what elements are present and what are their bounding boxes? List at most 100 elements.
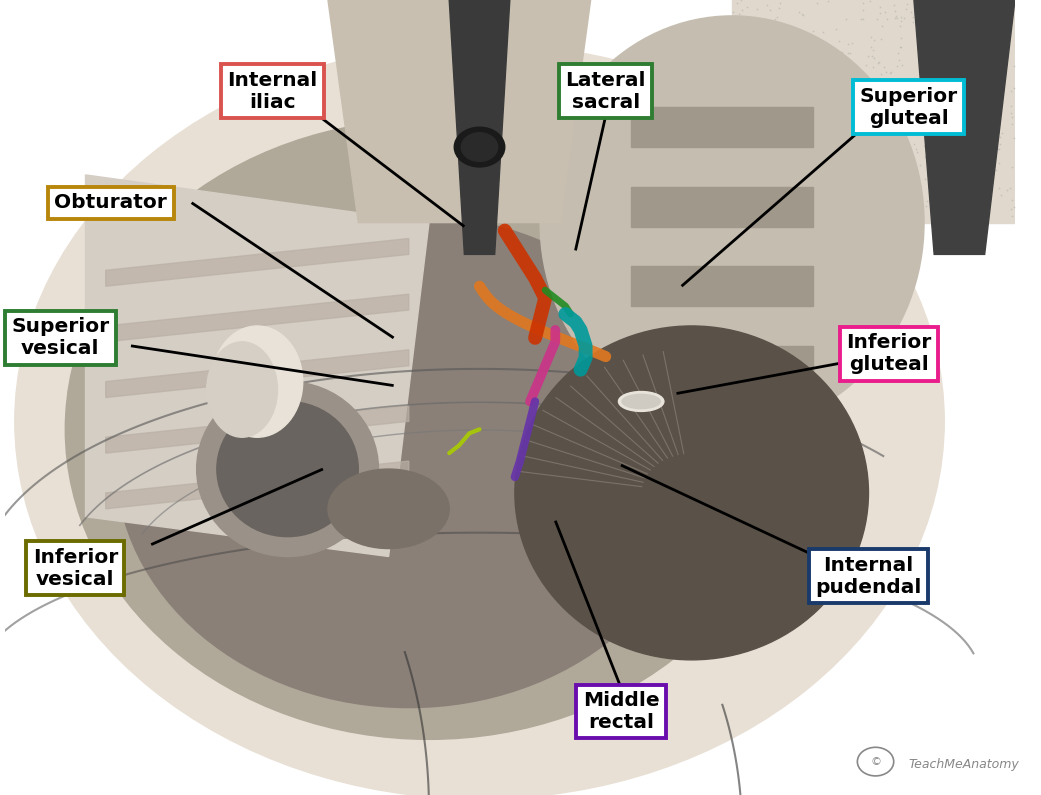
Point — [734, 168, 751, 180]
Point — [855, 0, 871, 10]
Point — [735, 195, 752, 207]
Point — [203, 379, 220, 392]
Point — [823, 114, 840, 127]
Point — [265, 400, 282, 413]
Point — [731, 8, 747, 21]
Point — [849, 198, 866, 211]
Point — [214, 358, 231, 370]
Point — [255, 359, 272, 371]
Point — [210, 398, 227, 410]
Point — [967, 213, 984, 226]
Point — [232, 358, 249, 370]
Point — [645, 188, 662, 201]
Point — [902, 194, 918, 207]
Point — [649, 211, 665, 223]
Point — [747, 357, 764, 370]
Point — [790, 191, 807, 204]
Ellipse shape — [618, 392, 664, 412]
Point — [795, 262, 812, 275]
Point — [789, 288, 806, 301]
Point — [775, 366, 791, 378]
Point — [797, 115, 814, 128]
Point — [710, 288, 727, 301]
Point — [995, 36, 1012, 48]
Point — [757, 153, 773, 165]
Point — [757, 359, 773, 372]
Point — [240, 343, 257, 355]
Point — [733, 10, 750, 22]
Point — [962, 161, 979, 173]
Point — [644, 341, 661, 354]
Point — [690, 186, 707, 199]
Point — [820, 193, 837, 206]
Point — [954, 156, 970, 169]
Point — [794, 95, 811, 107]
Point — [233, 421, 250, 434]
Point — [625, 368, 641, 381]
Point — [845, 114, 862, 127]
Point — [951, 165, 968, 178]
Point — [703, 283, 719, 296]
Point — [743, 167, 760, 180]
Point — [640, 140, 657, 153]
Point — [782, 200, 798, 213]
Point — [624, 104, 640, 117]
Point — [921, 0, 938, 10]
Point — [249, 407, 265, 420]
Point — [265, 341, 282, 354]
Point — [993, 9, 1010, 21]
Point — [689, 348, 706, 361]
Point — [714, 363, 731, 376]
Point — [846, 204, 863, 216]
Point — [779, 80, 795, 93]
Point — [747, 294, 764, 307]
Point — [705, 363, 721, 375]
Point — [929, 184, 945, 197]
Point — [754, 274, 770, 287]
Point — [737, 201, 754, 214]
Point — [682, 129, 699, 142]
Point — [759, 129, 776, 142]
Point — [733, 129, 750, 142]
Point — [923, 151, 940, 164]
Point — [638, 292, 655, 304]
Point — [763, 261, 780, 273]
Point — [874, 175, 891, 188]
Point — [664, 377, 681, 390]
Point — [202, 351, 219, 363]
Point — [653, 374, 669, 387]
Point — [223, 386, 239, 398]
Point — [919, 25, 936, 37]
Point — [704, 129, 720, 142]
Point — [690, 118, 707, 130]
Point — [744, 116, 761, 129]
Point — [895, 79, 912, 91]
Point — [842, 180, 859, 193]
Ellipse shape — [197, 382, 379, 556]
Point — [708, 343, 725, 355]
Point — [967, 135, 984, 148]
Point — [228, 353, 245, 366]
Point — [232, 417, 249, 429]
Point — [854, 138, 870, 151]
Point — [935, 184, 951, 197]
Point — [818, 54, 835, 67]
Point — [789, 202, 806, 215]
Point — [924, 0, 941, 10]
Ellipse shape — [217, 401, 358, 537]
Point — [714, 211, 731, 223]
Point — [229, 409, 246, 422]
Point — [903, 6, 919, 19]
Point — [680, 349, 696, 362]
Point — [897, 2, 914, 15]
Point — [998, 52, 1015, 65]
Point — [931, 161, 947, 173]
Point — [214, 389, 231, 401]
Point — [728, 43, 744, 56]
Point — [979, 146, 995, 159]
Point — [213, 396, 230, 409]
Point — [750, 193, 766, 206]
Point — [869, 13, 886, 25]
Point — [689, 272, 706, 285]
Point — [780, 264, 796, 277]
